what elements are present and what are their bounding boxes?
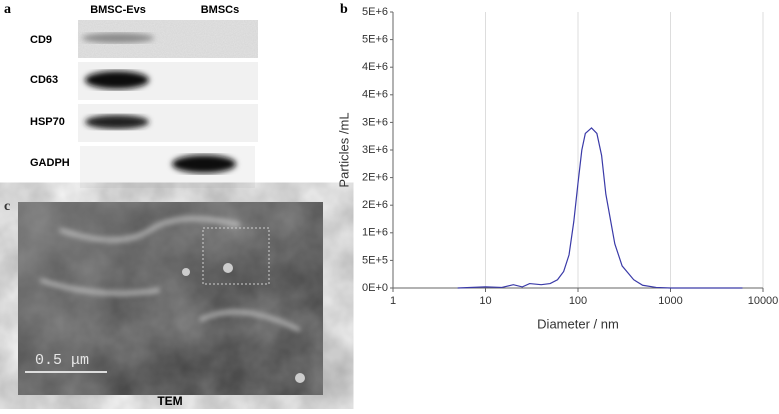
- x-tick-label: 10: [479, 295, 491, 307]
- scale-bar-label: 0.5 μm: [35, 352, 89, 369]
- column-label: BMSCs: [201, 4, 240, 16]
- x-tick-label: 1000: [658, 295, 682, 307]
- y-tick-label: 5E+5: [362, 254, 388, 266]
- blots: [78, 20, 258, 188]
- x-tick-label: 10000: [748, 295, 779, 307]
- y-tick-label: 3E+6: [362, 144, 388, 156]
- row-label: GADPH: [30, 157, 70, 169]
- panel-letter: b: [340, 2, 348, 17]
- y-tick-label: 5E+6: [362, 6, 388, 18]
- y-tick-label: 2E+6: [362, 172, 388, 184]
- data-line: [457, 127, 743, 289]
- y-tick-label: 3E+6: [362, 116, 388, 128]
- y-tick-label: 4E+6: [362, 61, 388, 73]
- y-tick-label: 1E+6: [362, 227, 388, 239]
- y-tick-label: 4E+6: [362, 89, 388, 101]
- panel-letter: a: [4, 2, 11, 17]
- y-tick-label: 2E+6: [362, 199, 388, 211]
- caption: TEM: [157, 394, 182, 408]
- y-axis-label: Particles /mL: [336, 112, 351, 187]
- tem-image: [18, 202, 323, 395]
- column-label: BMSC-Evs: [90, 4, 146, 16]
- x-tick-label: 100: [569, 295, 587, 307]
- x-axis-label: Diameter / nm: [537, 316, 619, 331]
- y-tick-label: 0E+0: [362, 282, 388, 294]
- panel-letter: c: [4, 199, 10, 214]
- y-tick-label: 5E+6: [362, 34, 388, 46]
- row-label: CD63: [30, 74, 58, 86]
- row-label: HSP70: [30, 116, 65, 128]
- x-tick-label: 1: [390, 295, 396, 307]
- row-label: CD9: [30, 34, 52, 46]
